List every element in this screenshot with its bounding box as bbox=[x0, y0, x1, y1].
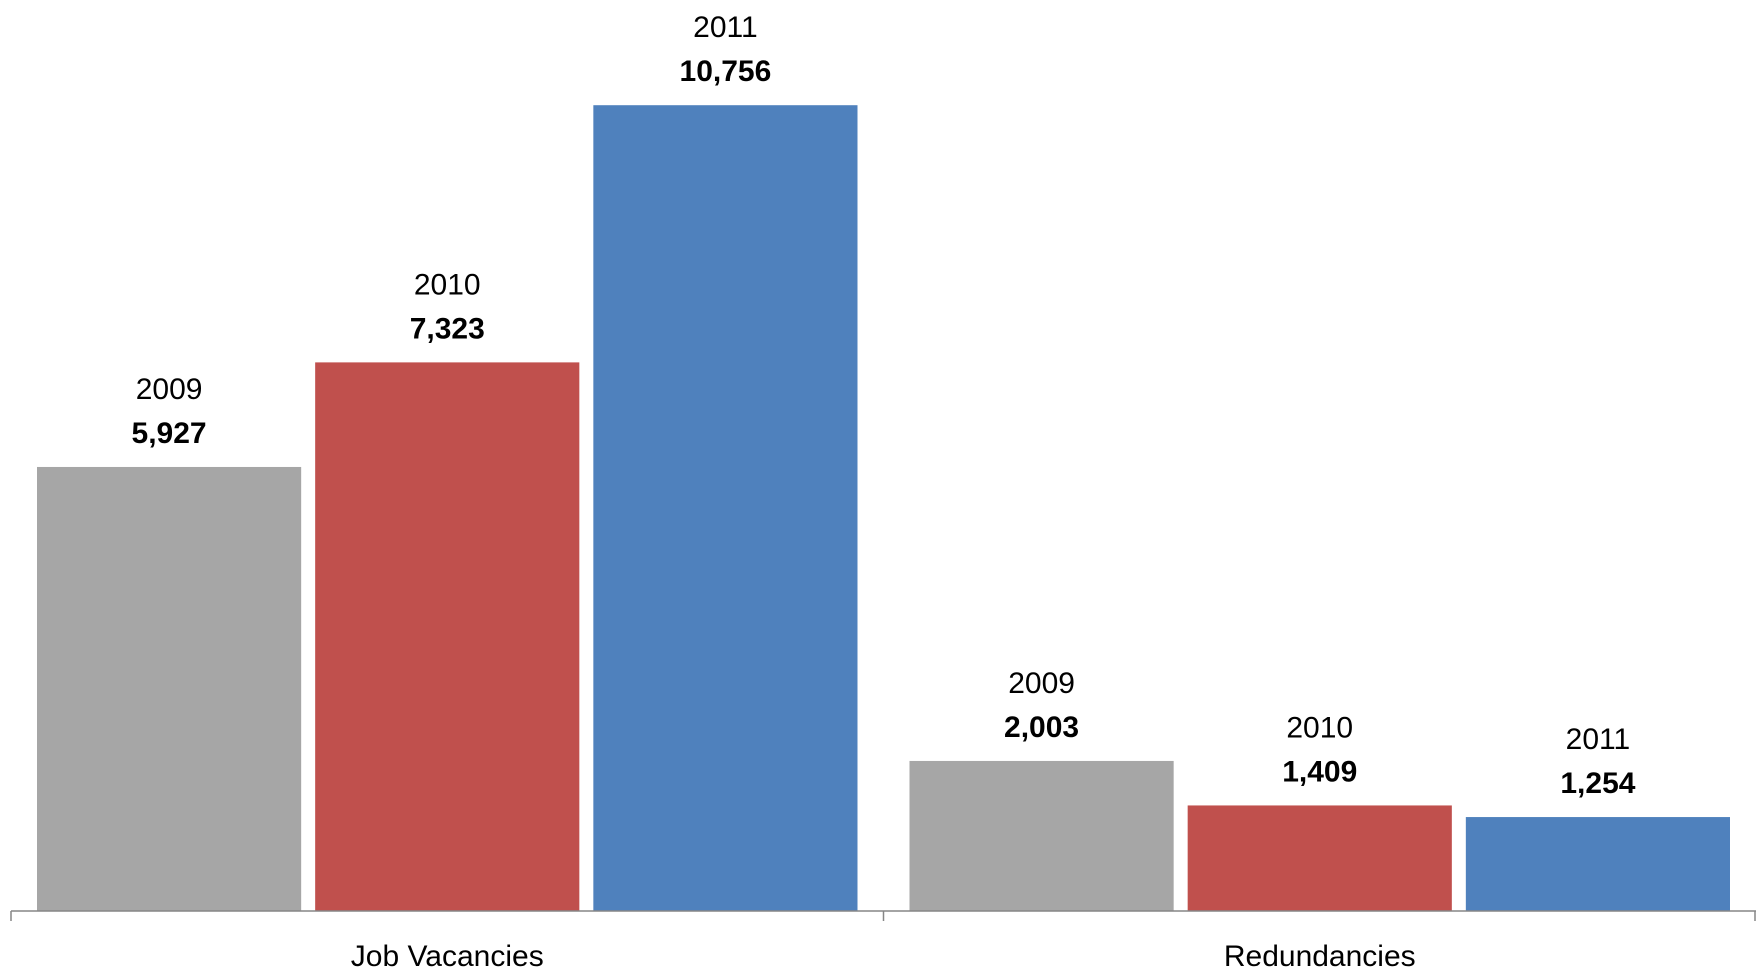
bar bbox=[1465, 817, 1730, 911]
x-tick-label: Job Vacancies bbox=[351, 940, 544, 973]
series-label: 2009 bbox=[136, 373, 203, 406]
series-label: 2010 bbox=[1286, 711, 1353, 744]
series-label: 2009 bbox=[1008, 667, 1075, 700]
value-label: 1,409 bbox=[1282, 755, 1357, 788]
bar bbox=[909, 760, 1174, 911]
series-label: 2010 bbox=[414, 268, 481, 301]
series-label: 2011 bbox=[1566, 723, 1631, 756]
x-tick-label: Redundancies bbox=[1224, 940, 1416, 973]
series-label: 2011 bbox=[693, 11, 758, 44]
value-label: 5,927 bbox=[132, 417, 207, 450]
value-label: 2,003 bbox=[1004, 711, 1079, 744]
bar bbox=[315, 362, 580, 911]
value-label: 10,756 bbox=[680, 55, 772, 88]
bar bbox=[1187, 805, 1452, 911]
bar bbox=[37, 466, 302, 911]
value-label: 7,323 bbox=[410, 312, 485, 345]
value-label: 1,254 bbox=[1560, 767, 1635, 800]
bar bbox=[593, 105, 858, 911]
